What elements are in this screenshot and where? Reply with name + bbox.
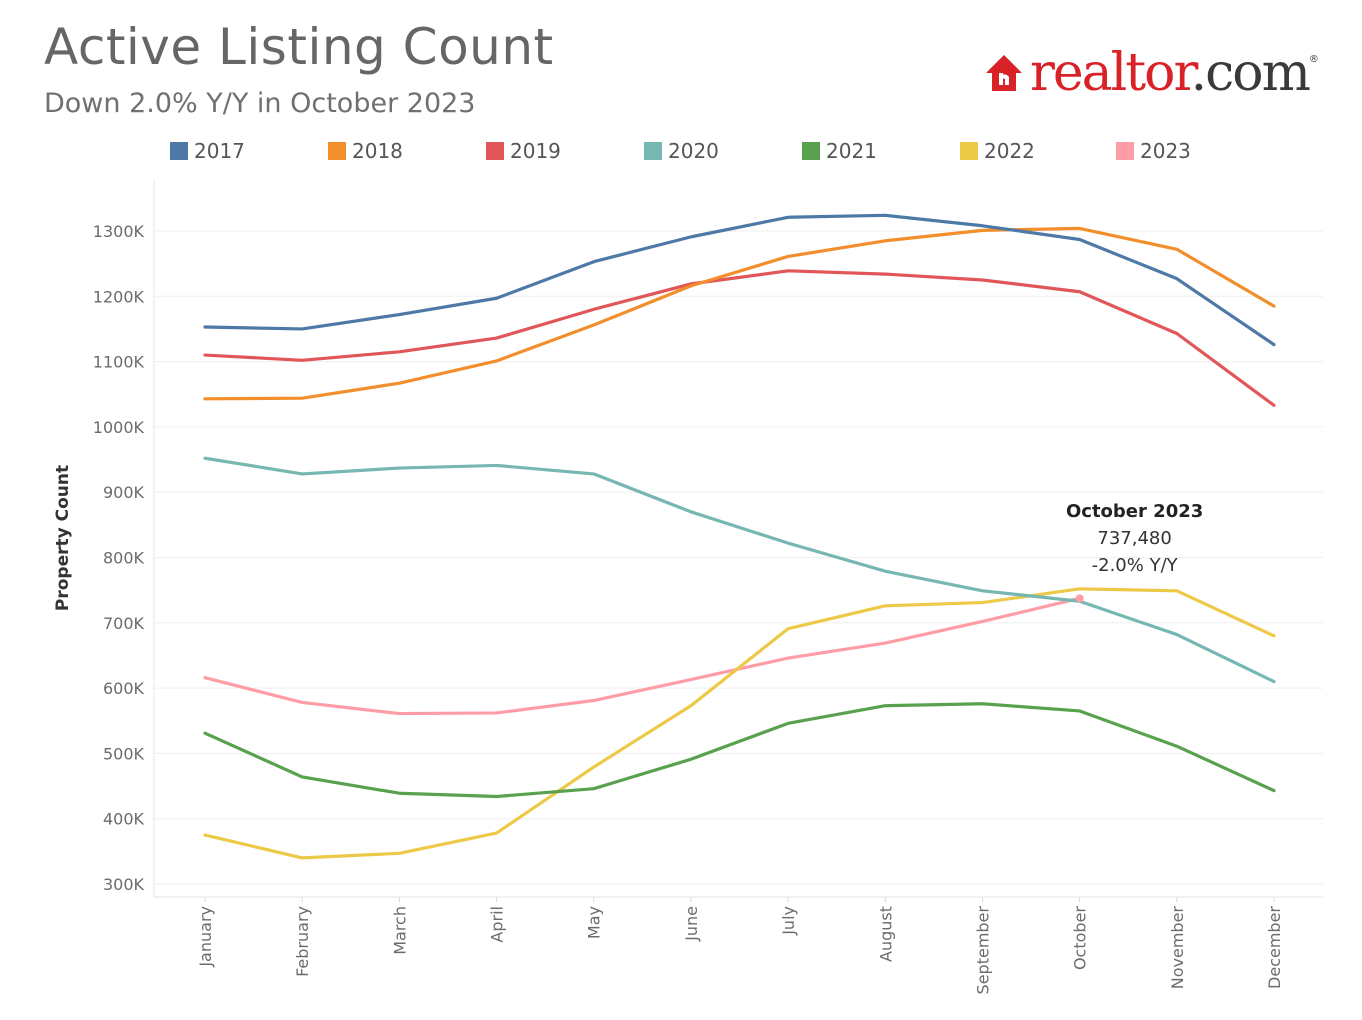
legend-item-2020[interactable]: 2020 (644, 138, 719, 164)
axes (153, 180, 1323, 902)
x-tick-label: June (682, 906, 701, 942)
legend-swatch-2022 (960, 142, 978, 160)
grid-lines (154, 230, 1323, 885)
y-tick-label: 1300K (93, 222, 145, 241)
series-line-2022[interactable] (203, 587, 1276, 860)
legend-swatch-2020 (644, 142, 662, 160)
y-tick-label: 1000K (93, 418, 145, 437)
x-tick-label: July (779, 906, 798, 936)
series-line-2021[interactable] (203, 702, 1276, 799)
annotation-title: October 2023 (1066, 501, 1203, 522)
y-tick-label: 400K (103, 810, 145, 829)
realtor-logo[interactable]: realtor.com ® (984, 38, 1319, 108)
legend-swatch-2021 (802, 142, 820, 160)
chart-subtitle: Down 2.0% Y/Y in October 2023 (44, 88, 476, 119)
legend-swatch-2018 (328, 142, 346, 160)
legend-item-2021[interactable]: 2021 (802, 138, 877, 164)
legend-label-2022: 2022 (984, 139, 1035, 163)
legend-label-2018: 2018 (352, 139, 403, 163)
logo-wordmark: realtor.com (1030, 47, 1311, 99)
legend-swatch-2017 (170, 142, 188, 160)
logo-registered-mark: ® (1308, 54, 1319, 65)
series-line-2019[interactable] (203, 269, 1276, 407)
y-axis-label: Property Count (53, 465, 73, 611)
x-tick-label: October (1071, 906, 1090, 970)
annotation-change: -2.0% Y/Y (1092, 555, 1179, 576)
logo-text-red: realtor (1030, 43, 1193, 103)
series-line-2017[interactable] (203, 213, 1276, 347)
x-tick-label: November (1168, 906, 1187, 990)
x-tick-labels: January February March April May June July Augu… (196, 906, 1284, 995)
legend-label-2019: 2019 (510, 139, 561, 163)
legend-item-2017[interactable]: 2017 (170, 138, 245, 164)
x-tick-label: February (293, 906, 312, 977)
logo-text-dark: .com (1190, 43, 1311, 103)
legend-item-2022[interactable]: 2022 (960, 138, 1035, 164)
x-tick-label: January (196, 906, 215, 968)
annotation: October 2023 737,480 -2.0% Y/Y (1066, 501, 1203, 603)
legend-label-2017: 2017 (194, 139, 245, 163)
legend-swatch-2019 (486, 142, 504, 160)
y-tick-label: 900K (103, 483, 145, 502)
x-tick-label: March (390, 906, 409, 955)
y-tick-labels: 300K 400K 500K 600K 700K 800K 900K 1000K 1100K 12… (93, 222, 145, 894)
series-line-2023[interactable] (203, 596, 1082, 716)
legend-item-2023[interactable]: 2023 (1116, 138, 1191, 164)
house-icon (986, 55, 1022, 91)
legend-label-2021: 2021 (826, 139, 877, 163)
y-tick-label: 800K (103, 549, 145, 568)
legend-item-2019[interactable]: 2019 (486, 138, 561, 164)
y-tick-label: 700K (103, 614, 145, 633)
legend-label-2020: 2020 (668, 139, 719, 163)
y-tick-label: 500K (103, 744, 145, 763)
series-line-2020[interactable] (203, 456, 1276, 684)
annotation-value: 737,480 (1097, 528, 1171, 549)
y-tick-label: 1100K (93, 353, 145, 372)
x-tick-label: August (876, 906, 895, 962)
series-lines (203, 213, 1276, 860)
annotation-point[interactable] (1075, 594, 1084, 603)
chart-title: Active Listing Count (44, 18, 554, 76)
x-tick-label: May (585, 906, 604, 939)
series-line-2018[interactable] (203, 226, 1276, 401)
y-tick-label: 1200K (93, 287, 145, 306)
x-tick-label: September (973, 906, 992, 995)
legend-label-2023: 2023 (1140, 139, 1191, 163)
legend-swatch-2023 (1116, 142, 1134, 160)
legend-item-2018[interactable]: 2018 (328, 138, 403, 164)
y-tick-label: 300K (103, 875, 145, 894)
y-tick-label: 600K (103, 679, 145, 698)
x-tick-label: April (488, 906, 507, 943)
x-tick-label: December (1265, 906, 1284, 989)
